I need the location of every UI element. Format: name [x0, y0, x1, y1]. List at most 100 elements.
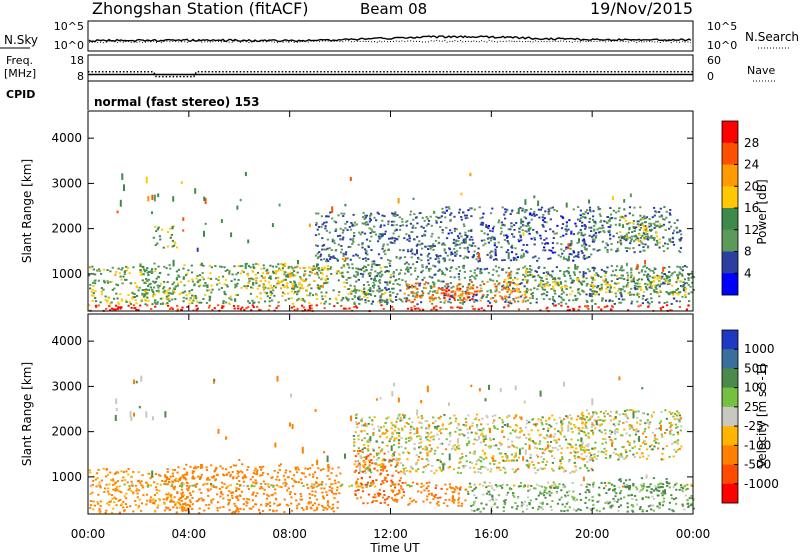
heatmap-cell — [614, 269, 618, 272]
heatmap-cell — [383, 501, 386, 504]
heatmap-cell — [457, 273, 460, 275]
heatmap-cell — [251, 270, 254, 273]
heatmap-cell — [193, 297, 196, 299]
heatmap-cell — [508, 300, 512, 303]
heatmap-cell — [636, 293, 639, 296]
heatmap-cell — [257, 263, 260, 266]
heatmap-cell — [658, 226, 661, 229]
heatmap-cell — [608, 488, 611, 490]
heatmap-cell — [615, 232, 619, 235]
heatmap-cell — [432, 264, 435, 267]
heatmap-cell — [471, 305, 474, 308]
heatmap-cell — [230, 298, 233, 301]
heatmap-cell — [632, 279, 635, 282]
heatmap-cell — [410, 306, 413, 309]
heatmap-cell — [506, 249, 510, 252]
heatmap-cell — [674, 292, 677, 295]
heatmap-cell — [559, 281, 562, 283]
heatmap-cell — [345, 282, 348, 284]
heatmap-cell — [457, 237, 460, 239]
heatmap-cell — [344, 257, 347, 261]
heatmap-cell — [597, 293, 600, 296]
heatmap-cell — [305, 507, 308, 510]
heatmap-cell — [682, 490, 685, 493]
heatmap-cell — [392, 271, 395, 273]
heatmap-cell — [124, 278, 127, 281]
heatmap-cell — [340, 266, 343, 269]
heatmap-cell — [583, 291, 586, 294]
heatmap-cell — [690, 504, 693, 507]
heatmap-cell — [449, 486, 452, 489]
heatmap-cell — [665, 275, 668, 278]
heatmap-cell — [675, 281, 678, 284]
heatmap-cell — [137, 506, 140, 509]
heatmap-cell — [658, 246, 661, 249]
heatmap-cell — [328, 231, 331, 234]
heatmap-cell — [591, 433, 595, 436]
heatmap-cell — [651, 284, 654, 287]
heatmap-cell — [521, 256, 524, 259]
heatmap-cell — [213, 470, 216, 472]
heatmap-cell — [644, 270, 647, 273]
heatmap-cell — [233, 278, 236, 281]
heatmap-cell — [217, 279, 220, 282]
heatmap-cell — [143, 268, 146, 271]
heatmap-cell — [675, 482, 678, 485]
heatmap-cell — [692, 507, 695, 510]
heatmap-cell — [505, 234, 508, 237]
heatmap-cell — [142, 273, 145, 275]
heatmap-cell — [379, 296, 382, 299]
heatmap-cell — [491, 274, 494, 276]
heatmap-cell — [408, 299, 411, 302]
heatmap-cell — [690, 291, 693, 294]
heatmap-cell — [154, 299, 157, 302]
heatmap-cell — [630, 494, 633, 496]
heatmap-cell — [265, 291, 268, 294]
heatmap-cell — [134, 484, 138, 487]
heatmap-cell — [172, 506, 175, 509]
heatmap-cell — [331, 256, 334, 259]
heatmap-cell — [633, 284, 636, 287]
heatmap-cell — [391, 301, 394, 303]
heatmap-cell — [521, 278, 524, 281]
heatmap-cell — [639, 218, 642, 221]
heatmap-cell — [384, 253, 387, 256]
heatmap-cell — [548, 424, 551, 427]
heatmap-cell — [337, 243, 340, 246]
heatmap-cell — [501, 426, 504, 428]
heatmap-cell — [574, 255, 577, 258]
heatmap-cell — [527, 433, 530, 436]
heatmap-cell — [382, 482, 385, 484]
heatmap-cell — [388, 262, 391, 265]
heatmap-cell — [605, 221, 608, 224]
heatmap-cell — [656, 274, 659, 277]
heatmap-cell — [471, 489, 474, 492]
heatmap-cell — [383, 494, 386, 496]
heatmap-cell — [644, 243, 647, 246]
heatmap-cell — [392, 232, 395, 235]
heatmap-cell — [361, 246, 364, 249]
heatmap-cell — [414, 267, 417, 270]
heatmap-cell — [224, 301, 228, 304]
heatmap-cell — [356, 497, 359, 500]
heatmap-cell — [241, 463, 244, 466]
heatmap-cell — [201, 499, 204, 502]
heatmap-cell — [495, 498, 498, 501]
heatmap-cell — [108, 296, 111, 299]
heatmap-cell — [410, 291, 413, 294]
heatmap-cell — [351, 223, 354, 226]
heatmap-cell — [641, 302, 644, 305]
heatmap-cell — [276, 471, 280, 474]
heatmap-cell — [529, 265, 532, 267]
heatmap-cell — [681, 274, 684, 277]
heatmap-cell — [482, 294, 485, 296]
heatmap-cell — [145, 503, 148, 506]
heatmap-cell — [660, 308, 663, 311]
heatmap-cell — [94, 300, 98, 303]
heatmap-cell — [592, 431, 595, 434]
heatmap-cell — [353, 235, 356, 237]
heatmap-cell — [324, 248, 328, 251]
heatmap-cell — [252, 472, 255, 474]
heatmap-cell — [326, 278, 329, 280]
heatmap-cell — [421, 242, 424, 245]
